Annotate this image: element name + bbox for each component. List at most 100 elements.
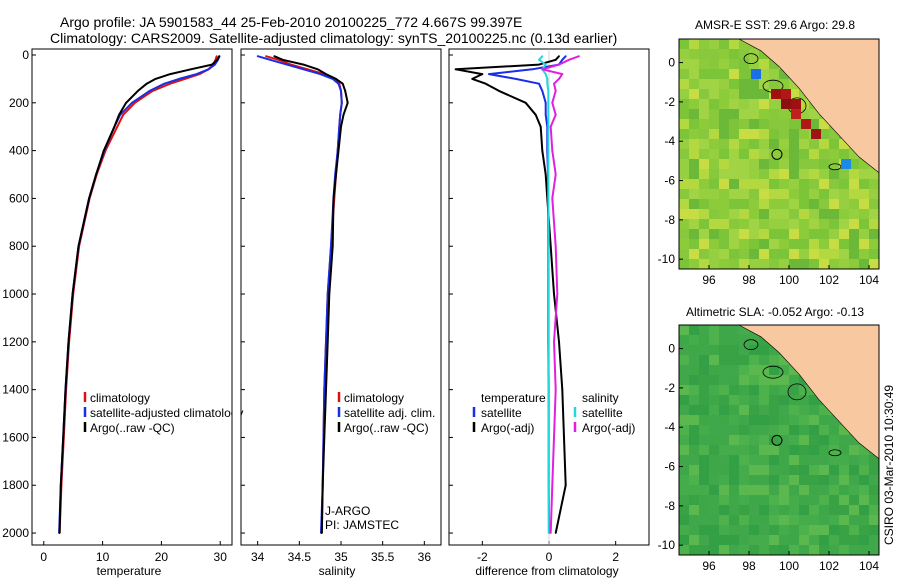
data-point <box>163 82 166 85</box>
data-point <box>524 101 527 104</box>
map-cell <box>699 169 709 179</box>
map-cell <box>759 345 769 355</box>
map-cell <box>779 525 789 535</box>
salinity-plot: 34 34.5 35 35.5 36 <box>241 54 432 564</box>
map-cell <box>829 139 839 149</box>
map-cell <box>709 455 719 465</box>
map-cell <box>799 149 809 159</box>
y-tick-label: -6 <box>664 174 675 188</box>
map-cell <box>789 89 799 99</box>
map-cell <box>839 445 849 455</box>
map-cell <box>699 239 709 249</box>
map-cell <box>739 259 749 269</box>
data-point <box>325 388 327 391</box>
map-cell <box>719 59 729 69</box>
map-cell <box>689 525 699 535</box>
data-point <box>169 73 172 75</box>
map-cell <box>859 209 869 219</box>
map-cell <box>859 179 869 189</box>
map-cell <box>719 39 729 49</box>
map-cell <box>819 445 829 455</box>
map-cell <box>689 395 699 405</box>
map-cell <box>779 239 789 249</box>
data-point <box>547 125 550 128</box>
map-cell <box>749 505 759 515</box>
map-cell <box>699 495 709 505</box>
map-cell <box>679 259 689 269</box>
map-cell <box>759 219 769 229</box>
map-cell <box>799 139 809 149</box>
data-point <box>277 58 280 61</box>
map-cell <box>849 445 859 455</box>
map-cell <box>689 445 699 455</box>
map-cell <box>709 525 719 535</box>
map-cell <box>689 89 699 99</box>
map-cell <box>699 89 709 99</box>
map-cell <box>819 189 829 199</box>
map-cell <box>799 465 809 475</box>
map-cell <box>799 415 809 425</box>
map-cell <box>769 149 779 159</box>
x-tick-label: 0 <box>40 550 47 564</box>
map-cell <box>849 525 859 535</box>
map-cell <box>809 239 819 249</box>
map-cell <box>679 149 689 159</box>
x-tick-label: 104 <box>859 273 879 287</box>
map-cell <box>829 189 839 199</box>
map-cell <box>759 405 769 415</box>
map-cell <box>809 249 819 259</box>
map-cell <box>709 325 719 335</box>
map-cell <box>769 159 779 169</box>
map-cell <box>679 109 689 119</box>
map-cell <box>869 219 879 229</box>
data-point <box>488 73 490 75</box>
data-point <box>554 245 557 248</box>
map-cell <box>729 325 739 335</box>
data-point <box>531 68 534 71</box>
map-cell <box>789 475 799 485</box>
map-cell <box>769 239 779 249</box>
map-cell <box>699 325 709 335</box>
map-cell <box>749 99 759 109</box>
map-cell <box>679 535 689 545</box>
map-cell <box>839 495 849 505</box>
map-cell <box>799 239 809 249</box>
map-cell <box>839 455 849 465</box>
map-cell <box>809 405 819 415</box>
map-cell <box>699 475 709 485</box>
map-cell <box>689 129 699 139</box>
island-outline <box>828 449 842 457</box>
map-cell <box>739 49 749 59</box>
data-point <box>554 388 557 391</box>
data-point <box>551 484 554 487</box>
legend-label-climatology: climatology <box>90 391 150 405</box>
data-point <box>551 197 554 200</box>
map-cell <box>739 545 749 555</box>
map-cell <box>779 535 789 545</box>
map-cell <box>829 415 839 425</box>
salinity-xlabel: salinity <box>319 564 356 578</box>
data-point <box>125 101 127 104</box>
map-cell <box>839 465 849 475</box>
data-point <box>544 73 547 75</box>
map-cell <box>839 515 849 525</box>
map-cell <box>749 345 759 355</box>
map-cell <box>779 425 789 435</box>
data-point <box>122 113 125 116</box>
data-point <box>541 149 544 152</box>
data-point <box>553 82 555 85</box>
map-cell <box>719 525 729 535</box>
map-cell <box>679 239 689 249</box>
map-cell <box>729 239 739 249</box>
x-tick-label: 36 <box>418 550 432 564</box>
map-cell <box>709 535 719 545</box>
map-cell <box>749 475 759 485</box>
data-point <box>335 78 337 80</box>
map-cell <box>809 259 819 269</box>
x-tick-label: 102 <box>819 559 839 573</box>
map-cell <box>679 395 689 405</box>
sla-map-title: Altimetric SLA: -0.052 Argo: -0.13 <box>686 305 864 319</box>
map-cell <box>849 209 859 219</box>
map-cell <box>699 455 709 465</box>
